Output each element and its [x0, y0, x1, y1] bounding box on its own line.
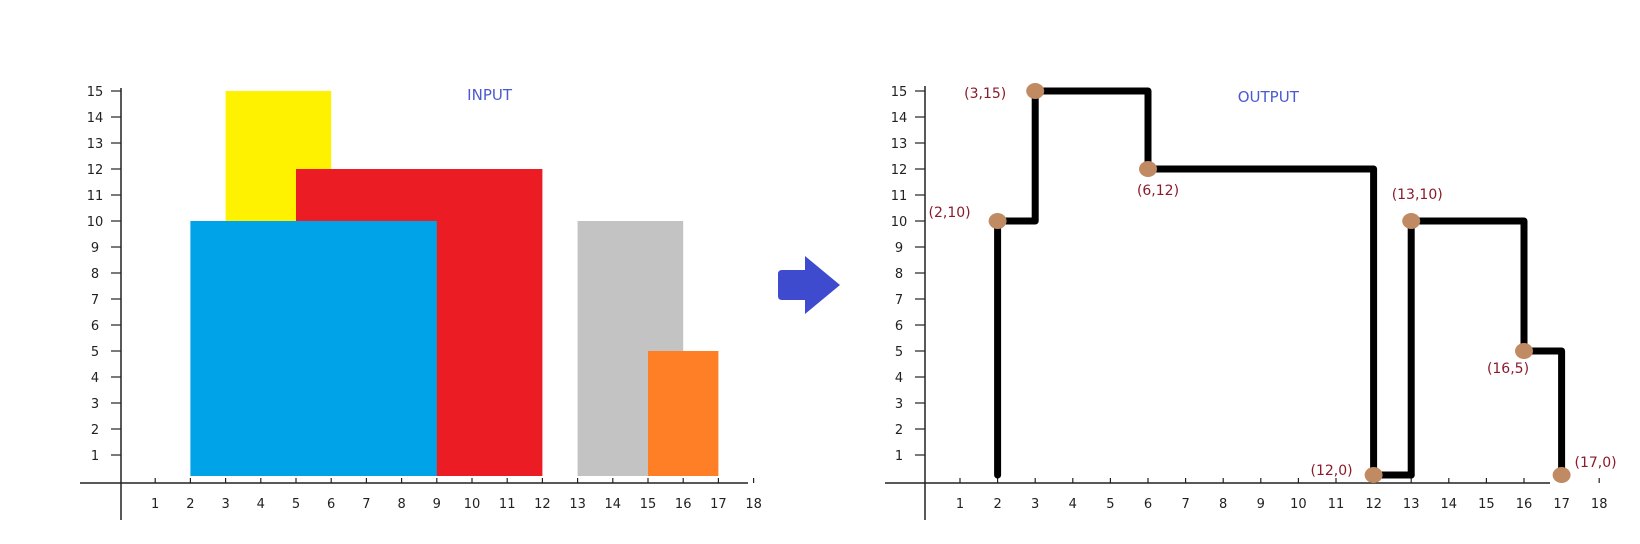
output-x-tick-label: 16: [1516, 497, 1533, 512]
key-point-marker: [1139, 161, 1157, 177]
input-y-tick-label: 13: [87, 137, 104, 152]
input-x-tick-label: 11: [499, 497, 516, 512]
building-rect: [648, 351, 719, 476]
output-x-tick-label: 5: [1106, 497, 1114, 512]
output-x-tick-label: 2: [993, 497, 1001, 512]
output-y-tick-label: 3: [895, 397, 903, 412]
input-x-tick-label: 8: [397, 497, 405, 512]
input-x-tick-label: 6: [327, 497, 335, 512]
output-title: OUTPUT: [1238, 88, 1300, 106]
input-x-tick-label: 4: [257, 497, 265, 512]
output-y-tick-label: 15: [891, 85, 908, 100]
output-y-tick-label: 7: [895, 293, 903, 308]
output-x-tick-label: 18: [1591, 497, 1608, 512]
skyline-segment-2: [1407, 217, 1566, 479]
input-y-tick-label: 6: [91, 319, 99, 334]
skyline-outline: [994, 87, 1566, 479]
input-x-tick-label: 1: [151, 497, 159, 512]
key-point-label: (16,5): [1487, 361, 1529, 377]
input-title: INPUT: [467, 86, 513, 104]
key-point-label: (13,10): [1392, 187, 1443, 203]
output-y-tick-label: 11: [891, 189, 908, 204]
input-y-tick-label: 11: [87, 189, 104, 204]
output-y-tick-label: 4: [895, 371, 903, 386]
input-y-tick-label: 4: [91, 371, 99, 386]
output-y-tick-label: 6: [895, 319, 903, 334]
right-arrow-icon: [778, 256, 840, 314]
output-x-tick-label: 11: [1328, 497, 1345, 512]
output-x-tick-label: 17: [1553, 497, 1570, 512]
key-point-marker: [988, 213, 1007, 229]
input-y-tick-label: 7: [91, 293, 99, 308]
output-x-tick-label: 1: [956, 497, 964, 512]
key-points: (3,15) (2,10) (6,12) (13,10) (16,5) (12,0) (17…: [929, 83, 1617, 483]
input-x-tick-label: 13: [569, 497, 586, 512]
key-point-marker: [1515, 343, 1533, 359]
output-x-tick-label: 7: [1181, 497, 1189, 512]
key-point-marker: [1402, 213, 1421, 229]
input-x-tick-label: 12: [534, 497, 551, 512]
building-rect: [190, 221, 437, 476]
output-axes: 1 2 3 4 5 6 7 8 9 10 11 12 13 14 15 16 17 181234567891011…: [885, 85, 1607, 520]
input-y-tick-label: 3: [91, 397, 99, 412]
input-x-tick-label: 10: [464, 497, 481, 512]
input-x-tick-label: 2: [186, 497, 194, 512]
output-y-tick-label: 2: [895, 423, 903, 438]
input-y-tick-label: 9: [91, 241, 99, 256]
key-point-marker: [1364, 467, 1383, 483]
input-y-tick-label: 12: [87, 163, 104, 178]
input-y-tick-label: 2: [91, 423, 99, 438]
output-x-tick-label: 6: [1144, 497, 1152, 512]
output-y-tick-label: 5: [895, 345, 903, 360]
input-y-tick-label: 1: [91, 449, 99, 464]
input-y-tick-label: 15: [87, 85, 104, 100]
output-x-tick-label: 15: [1478, 497, 1495, 512]
output-y-tick-label: 10: [891, 215, 908, 230]
output-x-tick-label: 13: [1403, 497, 1420, 512]
output-panel: 1 2 3 4 5 6 7 8 9 10 11 12 13 14 15 16 17 181234567891011…: [885, 83, 1617, 520]
output-x-tick-label: 10: [1290, 497, 1307, 512]
input-axes: 1 2 3 4 5 6 7 8 9 10 11 12 13 14 15 16 17 181234567891011…: [80, 85, 762, 520]
input-x-tick-label: 18: [745, 497, 762, 512]
key-point-label: (17,0): [1575, 455, 1617, 471]
output-x-tick-label: 12: [1365, 497, 1382, 512]
input-x-tick-label: 9: [433, 497, 441, 512]
output-y-tick-label: 12: [891, 163, 908, 178]
input-buildings: [190, 91, 719, 476]
input-x-tick-label: 17: [710, 497, 727, 512]
output-y-tick-label: 1: [895, 449, 903, 464]
input-x-tick-label: 3: [221, 497, 229, 512]
skyline-segment-1: [994, 87, 1415, 479]
input-panel: 1 2 3 4 5 6 7 8 9 10 11 12 13 14 15 16 17 181234567891011…: [80, 85, 762, 520]
output-x-tick-label: 4: [1069, 497, 1077, 512]
key-point-marker: [1552, 467, 1571, 483]
output-x-tick-label: 14: [1441, 497, 1458, 512]
input-y-tick-label: 10: [87, 215, 104, 230]
key-point-marker: [1026, 83, 1045, 99]
key-point-label: (2,10): [929, 205, 971, 221]
input-x-tick-label: 14: [605, 497, 622, 512]
key-point-label: (12,0): [1311, 463, 1353, 479]
input-y-tick-label: 14: [87, 111, 104, 126]
input-x-tick-label: 5: [292, 497, 300, 512]
output-x-tick-label: 8: [1219, 497, 1227, 512]
output-y-tick-label: 9: [895, 241, 903, 256]
input-y-tick-label: 5: [91, 345, 99, 360]
input-x-tick-label: 15: [640, 497, 657, 512]
output-y-tick-label: 8: [895, 267, 903, 282]
input-x-tick-label: 16: [675, 497, 692, 512]
output-x-tick-label: 3: [1031, 497, 1039, 512]
output-y-tick-label: 13: [891, 137, 908, 152]
key-point-label: (3,15): [964, 86, 1006, 102]
input-x-tick-label: 7: [362, 497, 370, 512]
output-y-tick-label: 14: [891, 111, 908, 126]
key-point-label: (6,12): [1137, 183, 1179, 199]
input-y-tick-label: 8: [91, 267, 99, 282]
output-x-tick-label: 9: [1257, 497, 1265, 512]
